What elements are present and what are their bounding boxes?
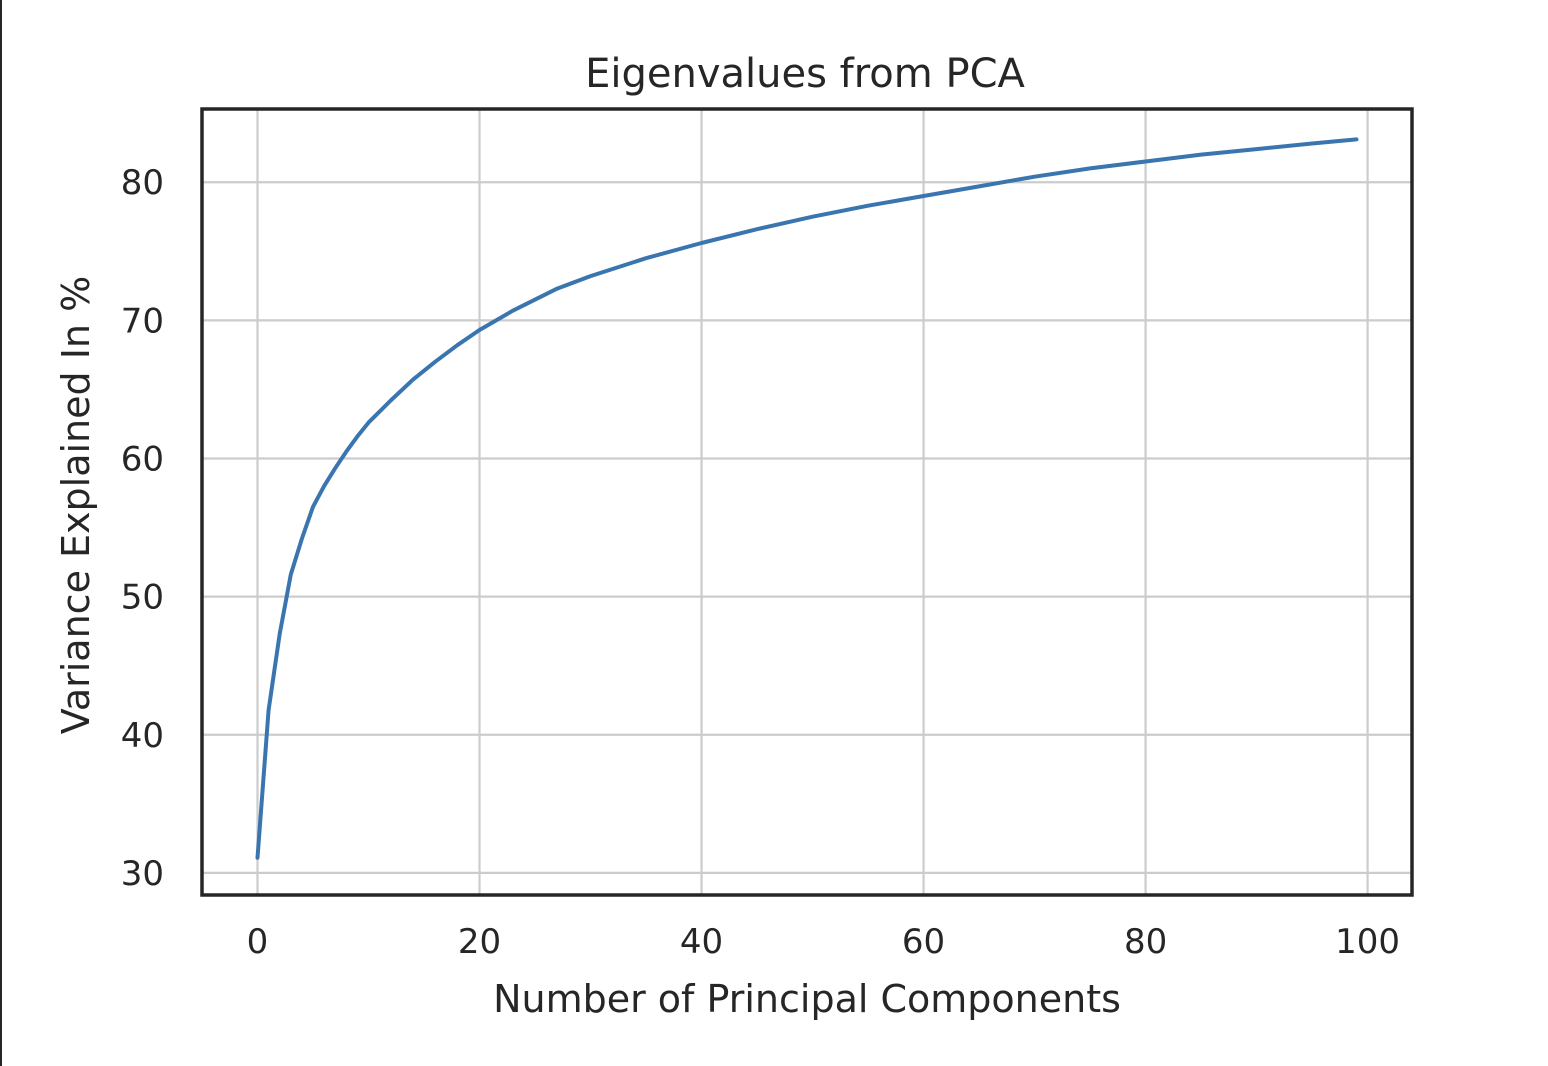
series-layer (255, 137, 1359, 860)
series-line (255, 137, 1359, 860)
y-tick-label: 30 (121, 854, 164, 894)
y-axis-label: Variance Explained In % (54, 276, 98, 734)
chart-title: Eigenvalues from PCA (585, 51, 1025, 97)
x-tick-label: 80 (1124, 922, 1167, 962)
x-tick-labels: 0 20 40 60 80 100 (247, 922, 1400, 962)
y-tick-label: 40 (121, 716, 164, 756)
plot-frame (200, 107, 1414, 897)
x-tick-label: 20 (458, 922, 501, 962)
y-tick-label: 70 (121, 301, 164, 341)
x-tick-label: 60 (902, 922, 945, 962)
x-axis-label: Number of Principal Components (493, 977, 1121, 1021)
x-tick-label: 0 (247, 922, 269, 962)
x-tick-label: 40 (680, 922, 723, 962)
y-tick-label: 50 (121, 578, 164, 618)
y-tick-label: 80 (121, 163, 164, 203)
y-tick-label: 60 (121, 439, 164, 479)
grid (202, 109, 1412, 895)
x-tick-label: 100 (1335, 922, 1400, 962)
y-tick-labels: 30 40 50 60 70 80 (121, 163, 164, 894)
